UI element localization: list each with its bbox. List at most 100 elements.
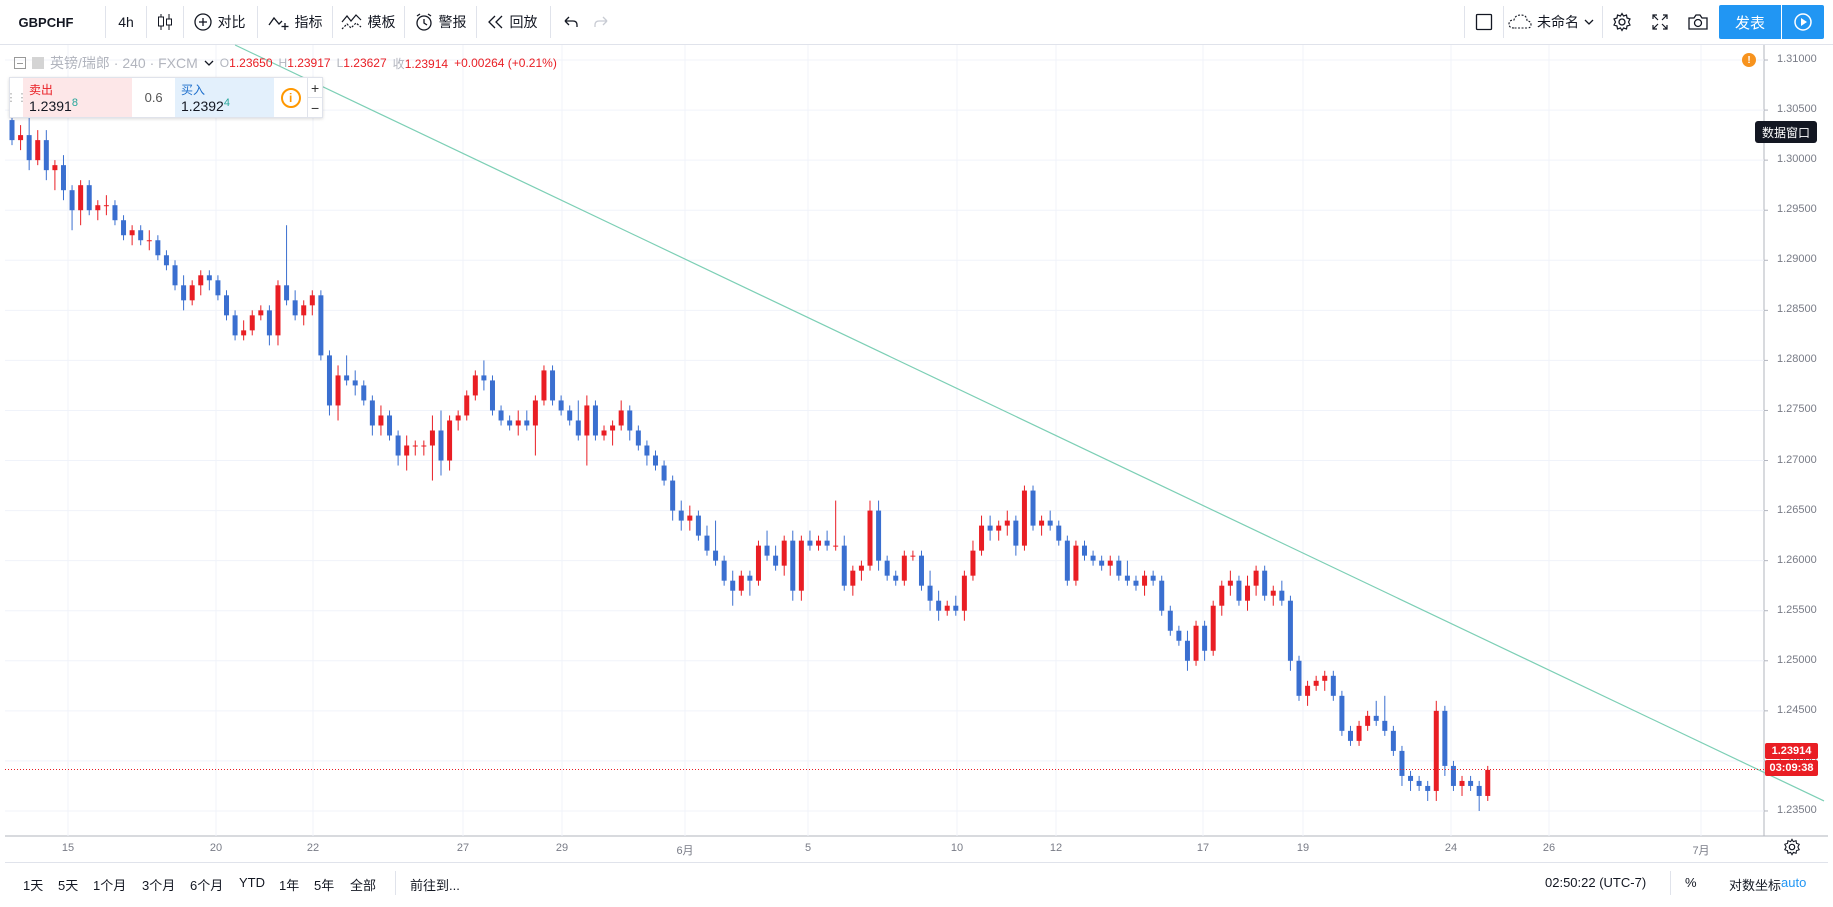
candle-down bbox=[438, 430, 444, 461]
time-tick-label: 20 bbox=[209, 842, 223, 854]
candle-down bbox=[1056, 525, 1062, 541]
candle-up bbox=[241, 330, 247, 336]
time-tick-label: 6月 bbox=[676, 845, 694, 857]
candle-down bbox=[670, 480, 676, 511]
axis-settings-gear-icon[interactable] bbox=[1783, 838, 1801, 856]
candle-down bbox=[721, 560, 727, 581]
flag-icon[interactable] bbox=[32, 57, 44, 69]
sell-label: 卖出 bbox=[29, 83, 54, 97]
drag-handle-icon[interactable]: ⋮⋮ bbox=[5, 92, 28, 104]
clock-timezone[interactable]: 02:50:22 (UTC-7) bbox=[1545, 875, 1647, 890]
range-button[interactable]: 1天 bbox=[23, 878, 44, 893]
candle-down bbox=[1124, 575, 1130, 581]
candle-down bbox=[318, 295, 324, 356]
cloud-icon bbox=[1508, 14, 1532, 29]
price-tick-label: 1.29000 bbox=[1777, 253, 1817, 266]
alert-badge[interactable]: ! bbox=[1742, 53, 1756, 67]
candle-up bbox=[421, 445, 427, 447]
candle-down bbox=[644, 445, 650, 456]
candle-up bbox=[961, 575, 967, 611]
decrease-button[interactable]: − bbox=[308, 97, 323, 117]
undo-button[interactable] bbox=[556, 0, 586, 44]
snapshot-button[interactable] bbox=[1679, 0, 1717, 44]
goto-date-button[interactable]: 前往到... bbox=[410, 878, 460, 893]
current-price-tag: 1.23914 bbox=[1765, 743, 1818, 759]
auto-scale-toggle[interactable]: auto bbox=[1781, 875, 1807, 890]
range-button[interactable]: 5天 bbox=[58, 878, 79, 893]
candles-icon bbox=[158, 14, 172, 30]
range-button[interactable]: 全部 bbox=[350, 878, 377, 893]
play-button[interactable] bbox=[1782, 5, 1824, 39]
candle-up bbox=[970, 550, 976, 576]
alert-button[interactable]: 警报 bbox=[409, 0, 471, 44]
candle-down bbox=[112, 205, 118, 221]
compare-button[interactable]: 对比 bbox=[188, 0, 250, 44]
sell-price: 1.23918 bbox=[29, 97, 78, 114]
candle-down bbox=[927, 585, 933, 601]
spread-value: 0.6 bbox=[144, 90, 163, 105]
time-tick-label: 7月 bbox=[1692, 845, 1710, 857]
info-button[interactable]: i bbox=[274, 78, 307, 117]
symbol-search-button[interactable]: GBPCHF bbox=[6, 0, 86, 44]
candle-down bbox=[284, 285, 290, 301]
candle-down bbox=[43, 140, 49, 171]
buy-button[interactable]: 买入 1.23924 bbox=[174, 78, 275, 117]
candle-up bbox=[541, 370, 547, 401]
candle-up bbox=[464, 395, 470, 416]
candle-down bbox=[1296, 660, 1302, 696]
layout-name-button[interactable]: 未命名 bbox=[1506, 0, 1596, 44]
range-button[interactable]: 5年 bbox=[314, 878, 335, 893]
candle-down bbox=[730, 580, 736, 591]
range-button[interactable]: 3个月 bbox=[142, 878, 176, 893]
play-icon bbox=[1794, 13, 1812, 31]
settings-button[interactable] bbox=[1603, 0, 1641, 44]
price-tick-label: 1.27500 bbox=[1777, 403, 1817, 416]
chevron-down-icon[interactable] bbox=[204, 59, 214, 67]
candle-down bbox=[86, 185, 92, 211]
candle-down bbox=[369, 400, 375, 426]
redo-icon bbox=[594, 16, 608, 27]
candle-down bbox=[1476, 785, 1482, 796]
redo-button[interactable] bbox=[586, 0, 616, 44]
fullscreen-button[interactable] bbox=[1641, 0, 1679, 44]
publish-label: 发表 bbox=[1734, 14, 1765, 32]
data-window-tab[interactable]: 数据窗口 bbox=[1755, 121, 1817, 143]
publish-button[interactable]: 发表 bbox=[1719, 5, 1781, 39]
time-tick-label: 10 bbox=[950, 842, 964, 854]
candle-down bbox=[1159, 580, 1165, 611]
toolbar-divider bbox=[257, 6, 258, 38]
gear-icon bbox=[1613, 12, 1631, 32]
range-button[interactable]: 6个月 bbox=[190, 878, 224, 893]
ohlc-open: O1.23650 bbox=[219, 56, 273, 70]
sell-button[interactable]: 卖出 1.23918 bbox=[23, 78, 133, 117]
candle-down bbox=[1064, 540, 1070, 581]
candle-up bbox=[258, 310, 264, 316]
price-tick-label: 1.31000 bbox=[1777, 53, 1817, 66]
interval-button[interactable]: 4h bbox=[106, 0, 146, 44]
candle-up bbox=[1270, 590, 1276, 596]
range-button[interactable]: 1个月 bbox=[93, 878, 127, 893]
candle-down bbox=[481, 375, 487, 381]
candle-down bbox=[653, 455, 658, 466]
chart-type-button[interactable] bbox=[147, 0, 183, 44]
indicators-button[interactable]: 指标 bbox=[262, 0, 328, 44]
price-chart[interactable] bbox=[0, 0, 1833, 862]
candle-up bbox=[429, 430, 435, 446]
increase-button[interactable]: + bbox=[310, 79, 320, 96]
candle-down bbox=[1382, 720, 1388, 731]
candle-up bbox=[1356, 725, 1362, 741]
candle-down bbox=[1330, 675, 1336, 696]
candle-down bbox=[558, 400, 564, 411]
candle-down bbox=[266, 310, 272, 336]
time-tick-label: 29 bbox=[555, 842, 569, 854]
percent-scale-toggle[interactable]: % bbox=[1685, 875, 1697, 890]
templates-button[interactable]: 模板 bbox=[337, 0, 399, 44]
range-button[interactable]: YTD bbox=[239, 875, 265, 890]
log-scale-toggle[interactable]: 对数坐标 bbox=[1729, 878, 1782, 893]
layout-button[interactable] bbox=[1465, 0, 1503, 44]
bottom-divider bbox=[1670, 871, 1671, 895]
legend-collapse-icon[interactable] bbox=[14, 57, 26, 69]
range-button[interactable]: 1年 bbox=[279, 878, 300, 893]
candle-down bbox=[387, 415, 393, 436]
replay-button[interactable]: 回放 bbox=[481, 0, 543, 44]
